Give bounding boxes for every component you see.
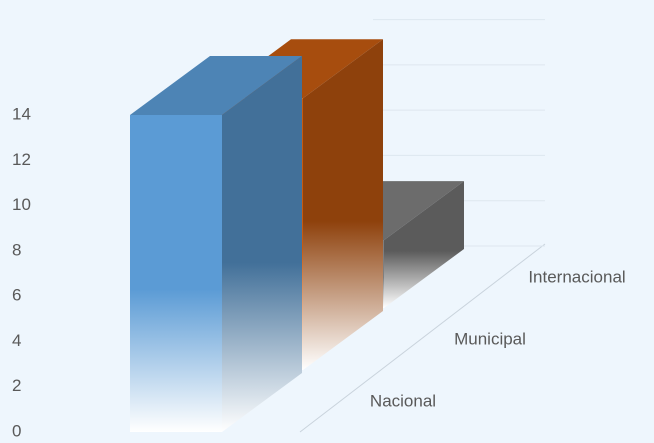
depth-axis [299,243,546,433]
bar [130,115,222,432]
category-label: Nacional [370,391,436,410]
y-tick-label: 6 [12,286,21,305]
bar-side [303,39,383,371]
bar-side [222,56,302,432]
category-label: Internacional [528,267,625,286]
y-tick-label: 14 [12,104,31,123]
y-tick-label: 0 [12,421,21,440]
bar-top [130,56,302,115]
y-tick-label: 12 [12,150,31,169]
y-tick-label: 4 [12,331,21,350]
y-tick-label: 2 [12,376,21,395]
y-tick-label: 10 [12,195,31,214]
bar-side [384,181,464,308]
y-tick-label: 8 [12,240,21,259]
category-label: Municipal [454,329,526,348]
